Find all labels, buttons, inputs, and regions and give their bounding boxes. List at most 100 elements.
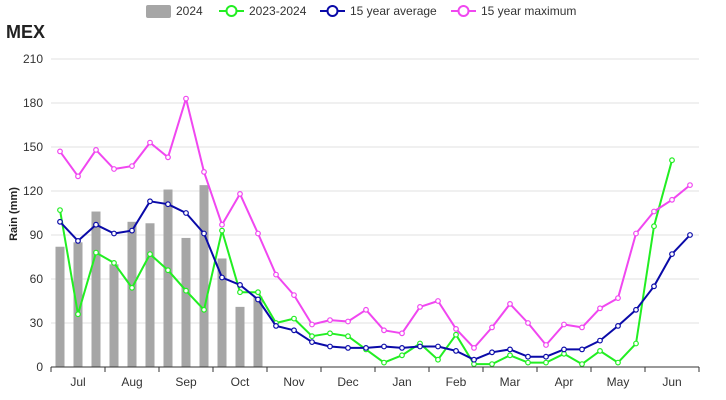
series-point bbox=[507, 352, 513, 359]
series-point bbox=[579, 361, 585, 368]
legend-swatch-marker bbox=[326, 5, 339, 17]
series-point bbox=[363, 306, 369, 313]
series-point bbox=[579, 346, 585, 353]
series-point bbox=[183, 287, 189, 294]
x-tick-label: May bbox=[607, 375, 630, 389]
series-point bbox=[75, 311, 81, 318]
series-point bbox=[615, 295, 621, 302]
series-point bbox=[669, 251, 675, 258]
series-point bbox=[417, 304, 423, 310]
series-point bbox=[381, 327, 387, 334]
series-point bbox=[525, 320, 531, 326]
y-tick-label: 60 bbox=[30, 272, 44, 286]
y-tick-label: 90 bbox=[30, 228, 44, 242]
series-point bbox=[669, 196, 675, 203]
x-tick-label: Dec bbox=[337, 375, 358, 389]
y-tick-label: 150 bbox=[23, 140, 43, 154]
series-point bbox=[201, 230, 207, 237]
legend-swatch-marker bbox=[225, 5, 238, 17]
series-point bbox=[633, 230, 639, 237]
series-point bbox=[57, 148, 63, 155]
legend-label[interactable]: 2024 bbox=[176, 4, 203, 18]
series-point bbox=[399, 352, 405, 359]
series-point bbox=[327, 330, 333, 337]
series-point bbox=[489, 324, 495, 331]
series-point bbox=[687, 232, 693, 238]
line-layer bbox=[57, 95, 693, 368]
series-point bbox=[255, 289, 261, 296]
series-point bbox=[309, 339, 315, 346]
series-point bbox=[543, 359, 549, 366]
series-point bbox=[597, 348, 603, 354]
series-point bbox=[219, 274, 225, 281]
x-tick-label: Sep bbox=[175, 375, 197, 389]
series-point bbox=[327, 317, 333, 324]
series-point bbox=[597, 337, 603, 344]
series-point bbox=[489, 349, 495, 356]
series-point bbox=[471, 356, 477, 363]
series-point bbox=[579, 324, 585, 331]
legend-swatch-bar[interactable] bbox=[146, 5, 171, 18]
series-point bbox=[489, 361, 495, 368]
y-tick-label: 180 bbox=[23, 96, 43, 110]
series-point bbox=[507, 346, 513, 353]
bar-2024 bbox=[91, 211, 101, 367]
legend-label[interactable]: 15 year average bbox=[350, 4, 437, 18]
series-point bbox=[309, 333, 315, 340]
series-point bbox=[435, 356, 441, 363]
bar-2024 bbox=[199, 185, 209, 367]
series-point bbox=[165, 267, 171, 274]
series-point bbox=[255, 230, 261, 237]
series-point bbox=[111, 260, 117, 266]
x-tick-label: Jun bbox=[662, 375, 681, 389]
series-point bbox=[93, 249, 99, 256]
series-point bbox=[525, 353, 531, 360]
bar-2024 bbox=[55, 246, 65, 367]
bar-2024 bbox=[109, 264, 119, 367]
series-point bbox=[597, 305, 603, 312]
bar-2024 bbox=[235, 306, 245, 367]
series-point bbox=[111, 166, 117, 172]
series-point bbox=[237, 289, 243, 296]
series-point bbox=[75, 237, 81, 244]
series-point bbox=[147, 198, 153, 205]
series-point bbox=[291, 327, 297, 334]
series-point bbox=[237, 190, 243, 197]
series-point bbox=[183, 95, 189, 102]
legend-label[interactable]: 15 year maximum bbox=[481, 4, 576, 18]
series-point bbox=[687, 182, 693, 189]
series-point bbox=[201, 168, 207, 175]
legend-swatch-marker bbox=[457, 5, 470, 17]
y-tick-label: 120 bbox=[23, 184, 43, 198]
x-tick-label: Feb bbox=[446, 375, 467, 389]
series-point bbox=[507, 301, 513, 307]
x-tick-label: Oct bbox=[231, 375, 250, 389]
legend: 2024 2023-2024 15 year average 15 year maxi… bbox=[146, 4, 576, 18]
series-point bbox=[165, 154, 171, 161]
series-point bbox=[453, 331, 459, 338]
legend-label[interactable]: 2023-2024 bbox=[249, 4, 307, 18]
series-point bbox=[633, 340, 639, 347]
series-point bbox=[345, 345, 351, 351]
series-point bbox=[237, 282, 243, 288]
series-point bbox=[561, 321, 567, 328]
series-point bbox=[615, 323, 621, 329]
series-point bbox=[309, 321, 315, 328]
series-point bbox=[651, 223, 657, 230]
x-tick-label: Nov bbox=[283, 375, 304, 389]
series-point bbox=[165, 201, 171, 208]
series-point bbox=[453, 348, 459, 354]
grid-layer bbox=[51, 58, 699, 324]
series-point bbox=[543, 353, 549, 360]
series-point bbox=[255, 296, 261, 303]
series-point bbox=[651, 208, 657, 215]
bar-2024 bbox=[217, 258, 227, 367]
series-point bbox=[273, 271, 279, 278]
series-point bbox=[543, 342, 549, 348]
series-line bbox=[59, 97, 691, 349]
series-point bbox=[111, 230, 117, 237]
series-point bbox=[291, 292, 297, 299]
series-point bbox=[363, 345, 369, 351]
series-point bbox=[453, 326, 459, 332]
